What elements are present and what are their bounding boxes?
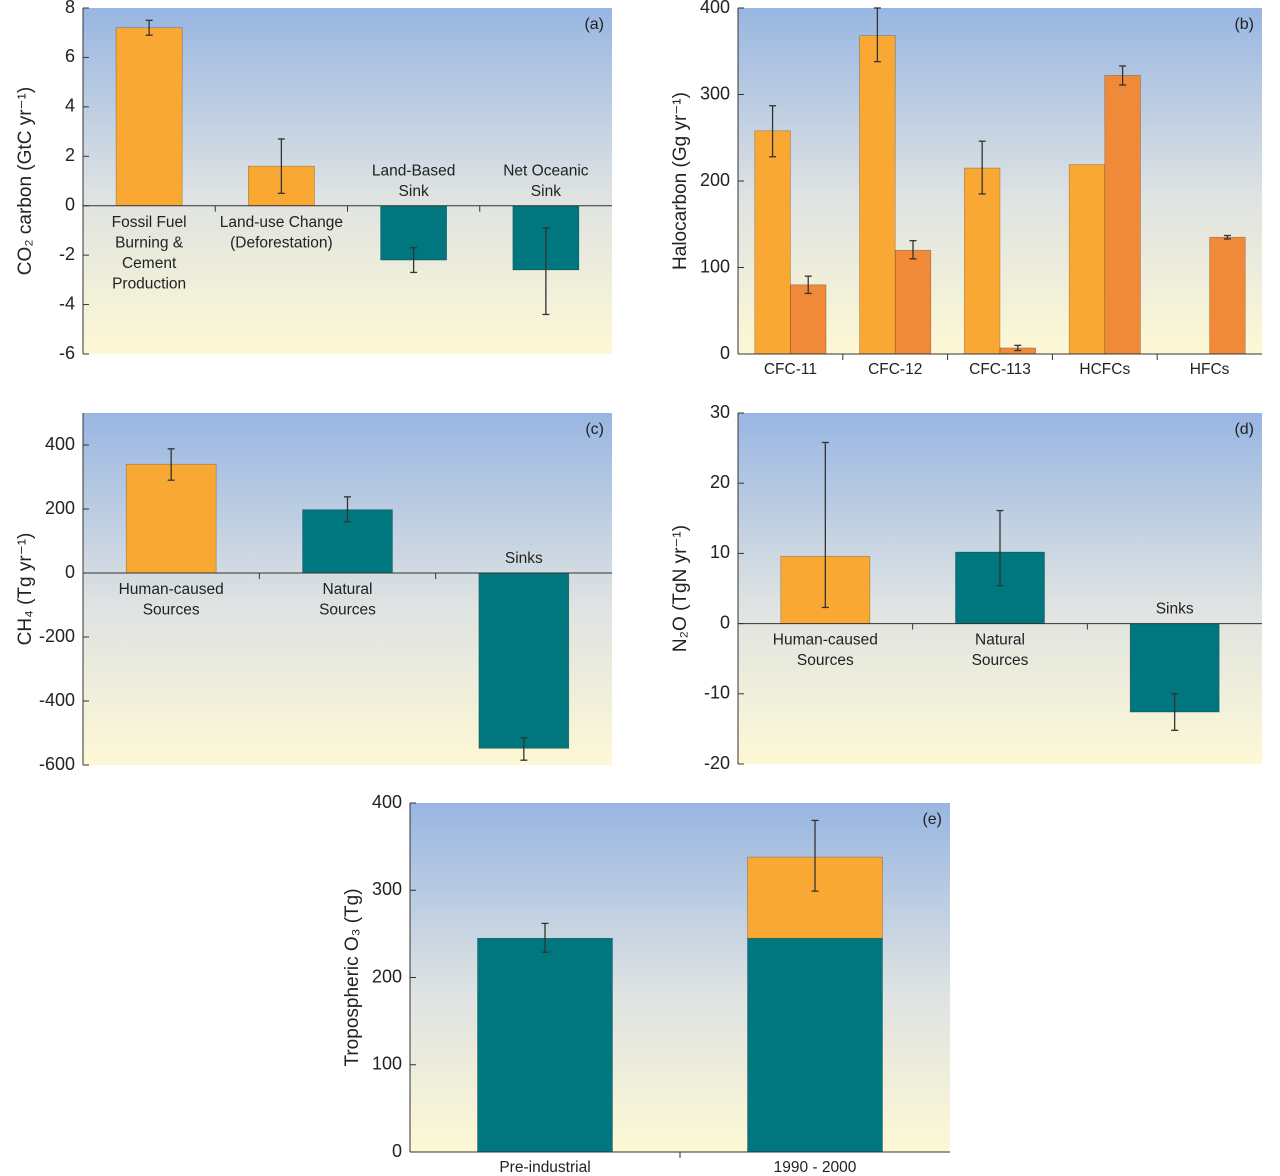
x-tick-label: Sinks <box>505 550 543 567</box>
x-tick-label: Natural <box>323 581 373 598</box>
bar <box>859 35 896 355</box>
x-tick-label: CFC-12 <box>868 361 922 378</box>
y-tick-label: 8 <box>65 0 75 17</box>
y-tick-label: -2 <box>59 244 75 264</box>
y-tick-label: -10 <box>704 683 730 703</box>
x-tick-label: CFC-11 <box>764 361 817 378</box>
y-tick-label: 400 <box>700 0 730 17</box>
y-axis-label: CH₄ (Tg yr⁻¹) <box>15 533 36 646</box>
y-tick-label: 100 <box>700 256 730 276</box>
bar <box>125 463 217 574</box>
y-tick-label: 300 <box>372 879 402 899</box>
panel-label: (b) <box>1234 16 1254 33</box>
x-tick-label: Land-use Change <box>220 214 343 231</box>
y-tick-label: 10 <box>710 542 730 562</box>
bar <box>478 572 570 749</box>
x-tick-label: Land-Based <box>372 162 456 179</box>
x-tick-label: HFCs <box>1190 361 1230 378</box>
x-tick-label: 1990 - 2000 <box>774 1159 857 1176</box>
x-tick-label: Sink <box>399 183 429 200</box>
bar <box>747 937 883 1153</box>
x-tick-label: Sink <box>531 183 561 200</box>
x-tick-label: Cement <box>122 255 177 272</box>
y-tick-label: 0 <box>720 343 730 363</box>
y-tick-label: 6 <box>65 46 75 66</box>
bar <box>790 284 827 355</box>
x-tick-label: Burning & <box>115 234 184 251</box>
y-tick-label: 0 <box>65 194 75 214</box>
x-tick-label: Human-caused <box>773 632 878 649</box>
bar <box>1104 75 1141 355</box>
bar <box>964 167 1001 355</box>
panel-label: (c) <box>585 421 604 438</box>
y-tick-label: 200 <box>700 170 730 190</box>
y-axis-label: Halocarbon (Gg yr⁻¹) <box>670 92 691 270</box>
panel-label: (e) <box>922 811 942 828</box>
bar <box>747 856 883 939</box>
y-tick-label: -4 <box>59 293 75 313</box>
x-tick-label: Net Oceanic <box>503 162 589 179</box>
x-tick-label: CFC-113 <box>969 361 1031 378</box>
y-tick-label: 400 <box>45 434 75 454</box>
y-tick-label: 2 <box>65 145 75 165</box>
x-tick-label: Sources <box>319 602 376 619</box>
bar <box>754 130 791 355</box>
y-tick-label: -400 <box>39 690 75 710</box>
y-tick-label: 200 <box>45 498 75 518</box>
x-tick-label: Natural <box>975 632 1025 649</box>
y-tick-label: 200 <box>372 966 402 986</box>
y-tick-label: -20 <box>704 753 730 773</box>
x-tick-label: Human-caused <box>119 581 224 598</box>
bar <box>1068 164 1106 355</box>
bar <box>894 249 932 355</box>
panel-label: (a) <box>584 16 604 33</box>
bar <box>477 937 613 1153</box>
bar <box>115 27 183 207</box>
y-tick-label: 0 <box>65 562 75 582</box>
y-tick-label: 100 <box>372 1054 402 1074</box>
y-axis-label: Tropospheric O₃ (Tg) <box>342 888 363 1066</box>
panel-label: (d) <box>1234 421 1254 438</box>
y-tick-label: 0 <box>392 1141 402 1161</box>
y-axis-label: CO₂ carbon (GtC yr⁻¹) <box>15 87 36 275</box>
x-tick-label: Sources <box>797 652 854 669</box>
y-tick-label: 4 <box>65 96 75 116</box>
y-tick-label: 20 <box>710 472 730 492</box>
y-tick-label: 400 <box>372 792 402 812</box>
y-tick-label: 0 <box>720 612 730 632</box>
x-tick-label: Sources <box>972 652 1029 669</box>
y-tick-label: 300 <box>700 83 730 103</box>
y-tick-label: 30 <box>710 402 730 422</box>
x-tick-label: Pre-industrial <box>499 1159 590 1176</box>
y-tick-label: -6 <box>59 343 75 363</box>
x-tick-label: Fossil Fuel <box>112 214 187 231</box>
y-axis-label: N₂O (TgN yr⁻¹) <box>670 525 691 652</box>
x-tick-label: Production <box>112 275 186 292</box>
x-tick-label: HCFCs <box>1079 361 1130 378</box>
y-tick-label: -600 <box>39 754 75 774</box>
x-tick-label: Sources <box>143 602 200 619</box>
bar <box>1209 236 1246 355</box>
x-tick-label: Sinks <box>1156 601 1194 618</box>
x-tick-label: (Deforestation) <box>230 234 333 251</box>
y-tick-label: -200 <box>39 626 75 646</box>
